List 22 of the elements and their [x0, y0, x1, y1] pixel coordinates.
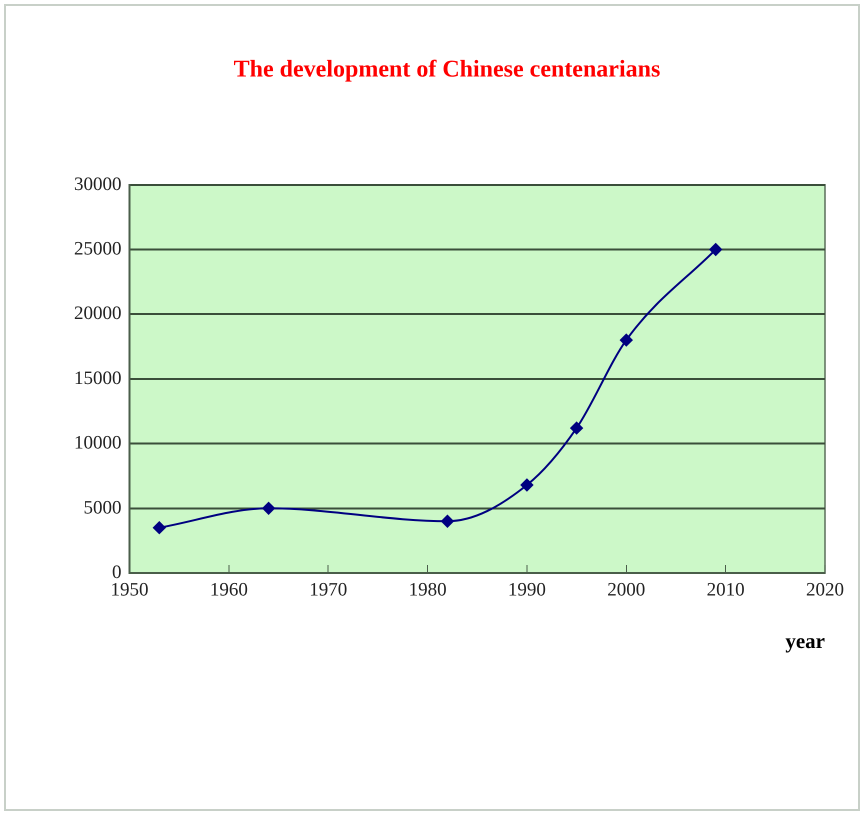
x-tick-label: 2010 [706, 579, 745, 600]
point [520, 478, 534, 492]
x-tick-label: 2000 [607, 579, 646, 600]
chart-title: The development of Chinese centenarians [234, 56, 660, 83]
point [262, 502, 276, 515]
x-tick-label: 1990 [508, 579, 546, 600]
y-tick-label: 10000 [74, 432, 122, 454]
y-tick-label: 30000 [74, 174, 122, 195]
y-tick-label: 25000 [74, 238, 122, 260]
point [570, 422, 584, 435]
y-tick-label: 5000 [84, 497, 122, 518]
x-tick-label: 1980 [408, 579, 447, 600]
point [709, 243, 722, 256]
x-tick-label: 1970 [309, 579, 348, 600]
x-axis-title: year [785, 628, 825, 653]
x-tick-label: 1960 [210, 579, 248, 600]
x-tick-label: 2020 [806, 579, 844, 600]
y-tick-label: 20000 [74, 303, 122, 324]
point [620, 334, 633, 347]
point [440, 514, 454, 528]
y-tick-label: 15000 [74, 368, 122, 389]
point [152, 521, 166, 534]
